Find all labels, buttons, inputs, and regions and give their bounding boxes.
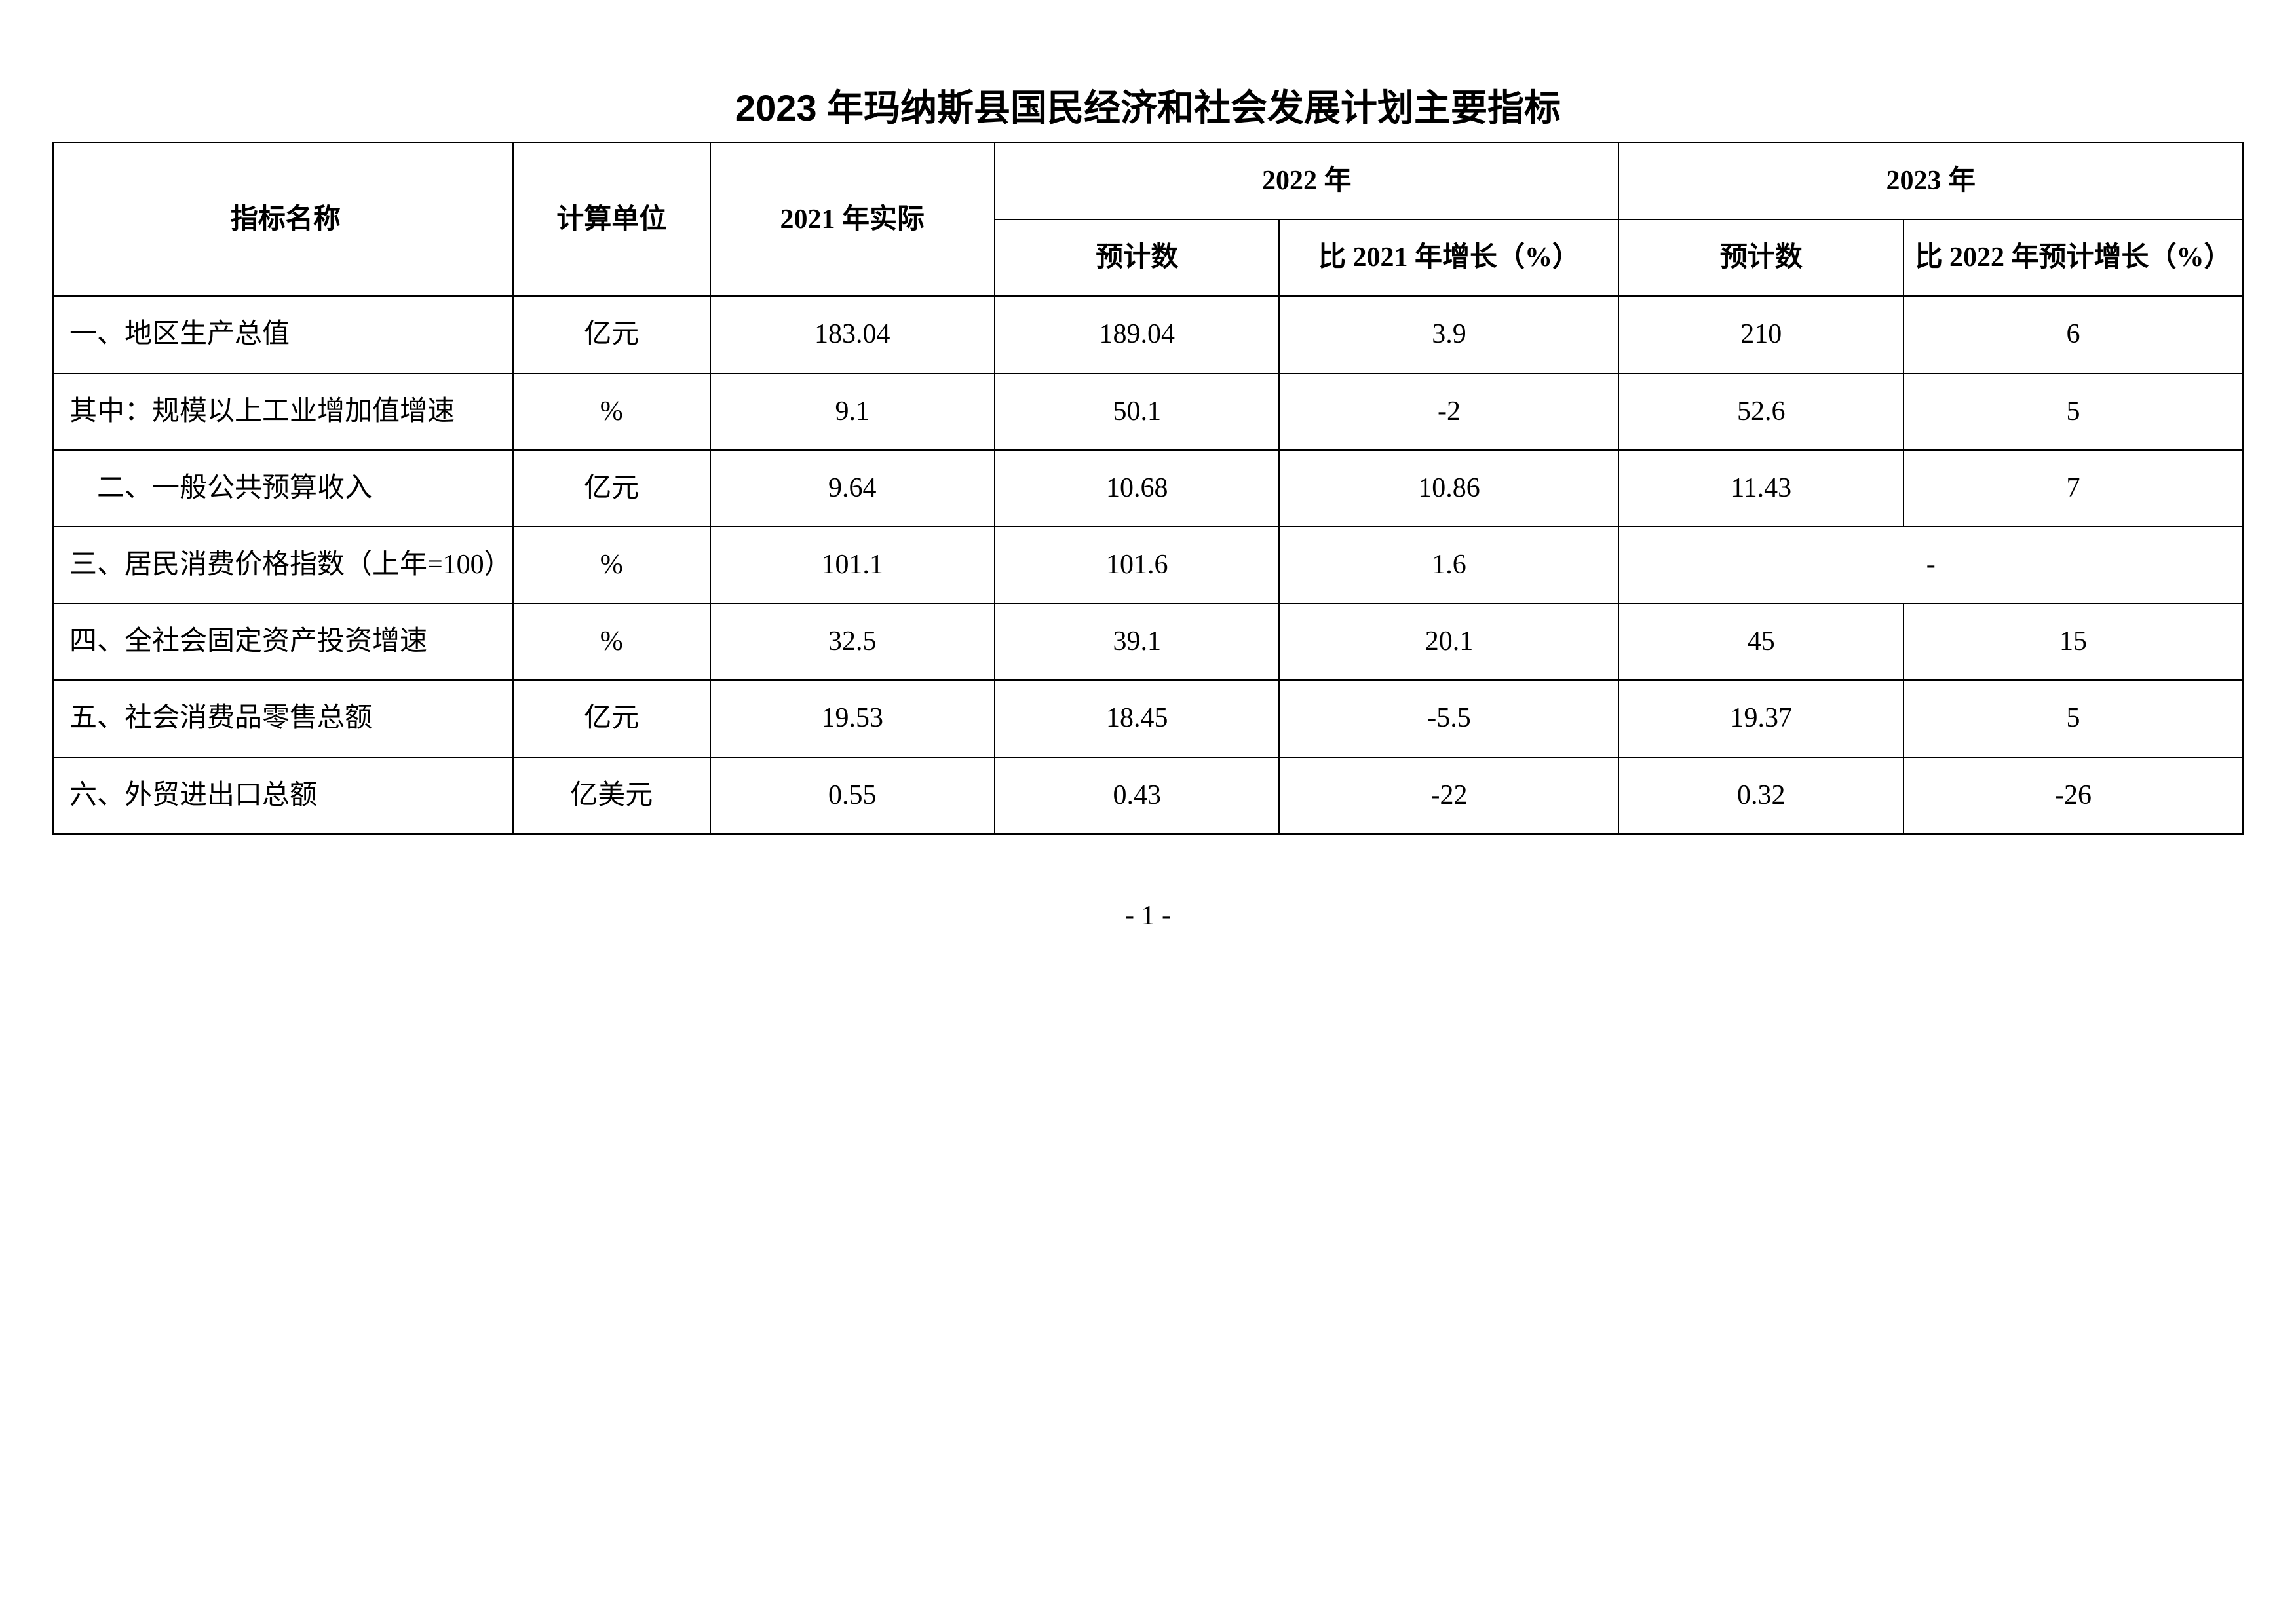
cell-2021: 0.55 [710,757,995,834]
page-number: - 1 - [52,900,2244,932]
cell-2023-growth: -26 [1904,757,2243,834]
cell-2022-growth: -2 [1279,373,1618,450]
cell-2023-merged: - [1618,527,2243,603]
document-title: 2023 年玛纳斯县国民经济和社会发展计划主要指标 [52,79,2244,132]
header-unit: 计算单位 [513,143,710,296]
cell-indicator-name: 一、地区生产总值 [53,296,513,373]
cell-indicator-name: 二、一般公共预算收入 [53,450,513,527]
cell-2023-estimate: 210 [1618,296,1903,373]
cell-2022-estimate: 39.1 [995,603,1279,680]
cell-2022-estimate: 50.1 [995,373,1279,450]
cell-2022-estimate: 18.45 [995,680,1279,757]
cell-2021: 183.04 [710,296,995,373]
cell-2022-growth: 3.9 [1279,296,1618,373]
cell-2023-growth: 5 [1904,680,2243,757]
cell-2022-growth: 20.1 [1279,603,1618,680]
header-2022-estimate: 预计数 [995,219,1279,296]
cell-2023-estimate: 45 [1618,603,1903,680]
cell-2022-estimate: 189.04 [995,296,1279,373]
cell-2023-growth: 5 [1904,373,2243,450]
cell-2023-growth: 15 [1904,603,2243,680]
cell-2021: 32.5 [710,603,995,680]
cell-2023-growth: 7 [1904,450,2243,527]
header-2023-estimate: 预计数 [1618,219,1903,296]
header-2021-actual: 2021 年实际 [710,143,995,296]
cell-unit: % [513,603,710,680]
cell-indicator-name: 其中：规模以上工业增加值增速 [53,373,513,450]
table-row: 其中：规模以上工业增加值增速%9.150.1-252.65 [53,373,2243,450]
cell-2021: 19.53 [710,680,995,757]
cell-2022-estimate: 0.43 [995,757,1279,834]
cell-indicator-name: 六、外贸进出口总额 [53,757,513,834]
cell-2021: 9.64 [710,450,995,527]
cell-2021: 9.1 [710,373,995,450]
cell-2023-estimate: 0.32 [1618,757,1903,834]
table-row: 二、一般公共预算收入亿元9.6410.6810.8611.437 [53,450,2243,527]
table-row: 四、全社会固定资产投资增速%32.539.120.14515 [53,603,2243,680]
header-2022-growth: 比 2021 年增长（%） [1279,219,1618,296]
indicators-table: 指标名称 计算单位 2021 年实际 2022 年 2023 年 预计数 比 2… [52,142,2244,835]
cell-2023-growth: 6 [1904,296,2243,373]
cell-unit: 亿美元 [513,757,710,834]
cell-unit: % [513,527,710,603]
cell-2021: 101.1 [710,527,995,603]
header-indicator-name: 指标名称 [53,143,513,296]
cell-2023-estimate: 52.6 [1618,373,1903,450]
cell-2023-estimate: 19.37 [1618,680,1903,757]
table-row: 三、居民消费价格指数（上年=100）%101.1101.61.6- [53,527,2243,603]
cell-2022-growth: 10.86 [1279,450,1618,527]
cell-unit: 亿元 [513,680,710,757]
header-2023-growth: 比 2022 年预计增长（%） [1904,219,2243,296]
cell-indicator-name: 五、社会消费品零售总额 [53,680,513,757]
cell-2022-estimate: 101.6 [995,527,1279,603]
cell-indicator-name: 三、居民消费价格指数（上年=100） [53,527,513,603]
cell-2022-growth: -22 [1279,757,1618,834]
table-row: 五、社会消费品零售总额亿元19.5318.45-5.519.375 [53,680,2243,757]
header-2023-year: 2023 年 [1618,143,2243,219]
cell-2022-growth: -5.5 [1279,680,1618,757]
cell-unit: 亿元 [513,450,710,527]
table-row: 六、外贸进出口总额亿美元0.550.43-220.32-26 [53,757,2243,834]
header-2022-year: 2022 年 [995,143,1618,219]
table-body: 一、地区生产总值亿元183.04189.043.92106其中：规模以上工业增加… [53,296,2243,833]
cell-2022-estimate: 10.68 [995,450,1279,527]
cell-unit: % [513,373,710,450]
cell-indicator-name: 四、全社会固定资产投资增速 [53,603,513,680]
cell-unit: 亿元 [513,296,710,373]
cell-2023-estimate: 11.43 [1618,450,1903,527]
cell-2022-growth: 1.6 [1279,527,1618,603]
table-row: 一、地区生产总值亿元183.04189.043.92106 [53,296,2243,373]
